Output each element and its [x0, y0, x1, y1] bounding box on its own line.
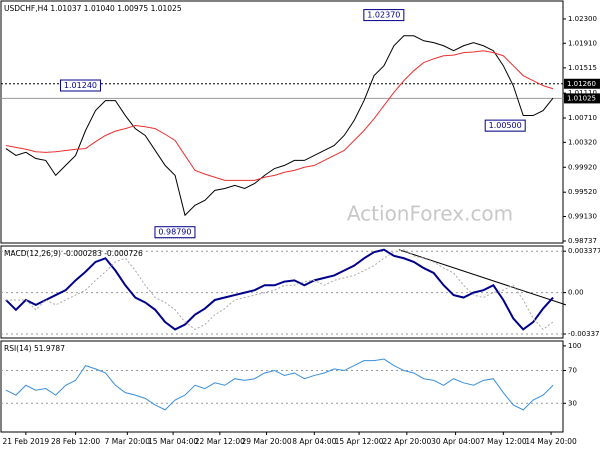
x-tick-label: 28 Feb 12:00 [51, 437, 100, 446]
y-tick-label: 1.02300 [568, 15, 597, 23]
y-tick-label: 0.99520 [568, 188, 597, 196]
panel-frame [0, 245, 564, 339]
series-line [5, 358, 554, 411]
x-tick-label: 15 Apr 12:00 [335, 437, 384, 446]
x-tick-label: 8 Apr 04:00 [292, 437, 336, 446]
y-tick-label: 100 [568, 342, 581, 350]
annotation-box [363, 9, 405, 22]
x-tick-label: 7 May 12:00 [480, 437, 527, 446]
watermark: ActionForex.com [347, 202, 513, 226]
y-tick-label: 1.00320 [568, 138, 597, 146]
annotation-label: 0.98790 [158, 228, 191, 237]
y-tick-label: 1.01910 [568, 39, 597, 47]
y-tick-label: 1.01110 [568, 89, 597, 97]
panel-title: MACD(12,26,9) -0.000283 -0.000726 [4, 249, 143, 258]
panel-frame [0, 0, 564, 244]
price-level-label: 1.01260 [567, 80, 596, 88]
panel-title: RSI(14) 51.9787 [4, 344, 65, 353]
y-tick-label: 0.99130 [568, 213, 597, 221]
y-tick-label: 0.99920 [568, 163, 597, 171]
x-tick-label: 14 May 20:00 [525, 437, 577, 446]
annotation-box [484, 119, 526, 132]
series-line [5, 35, 554, 217]
annotation-label: 1.00500 [489, 121, 522, 130]
series-line [5, 248, 554, 331]
y-tick-label: 0.98737 [568, 237, 597, 245]
panel-title: USDCHF,H4 1.01037 1.01040 1.00975 1.0102… [4, 4, 182, 13]
annotation-box [154, 226, 196, 239]
price-level-box [564, 78, 600, 89]
x-tick-label: 15 Mar 04:00 [148, 437, 198, 446]
series-line [5, 249, 554, 331]
panel-frame [0, 340, 564, 433]
y-tick-label: 30 [568, 399, 577, 407]
y-tick-label: 0.003377 [568, 247, 600, 255]
y-tick-label: -0.003373 [568, 330, 600, 338]
trendline [398, 249, 567, 306]
x-tick-label: 30 Apr 04:00 [431, 437, 480, 446]
x-tick-label: 22 Apr 20:00 [382, 437, 431, 446]
x-tick-label: 22 Mar 12:00 [195, 437, 245, 446]
x-tick-label: 21 Feb 2019 [3, 437, 50, 446]
series-line [5, 50, 554, 181]
price-level-label: 1.01025 [567, 94, 596, 102]
annotation-box [59, 79, 101, 92]
annotation-label: 1.01240 [64, 81, 97, 90]
annotation-label: 1.02370 [367, 11, 400, 20]
x-tick-label: 7 Mar 20:00 [105, 437, 151, 446]
y-tick-label: 1.00710 [568, 114, 597, 122]
y-tick-label: 1.01515 [568, 64, 597, 72]
y-tick-label: 0.00 [568, 289, 584, 297]
price-level-box [564, 93, 600, 104]
x-tick-label: 29 Mar 20:00 [242, 437, 292, 446]
y-tick-label: 70 [568, 367, 577, 375]
